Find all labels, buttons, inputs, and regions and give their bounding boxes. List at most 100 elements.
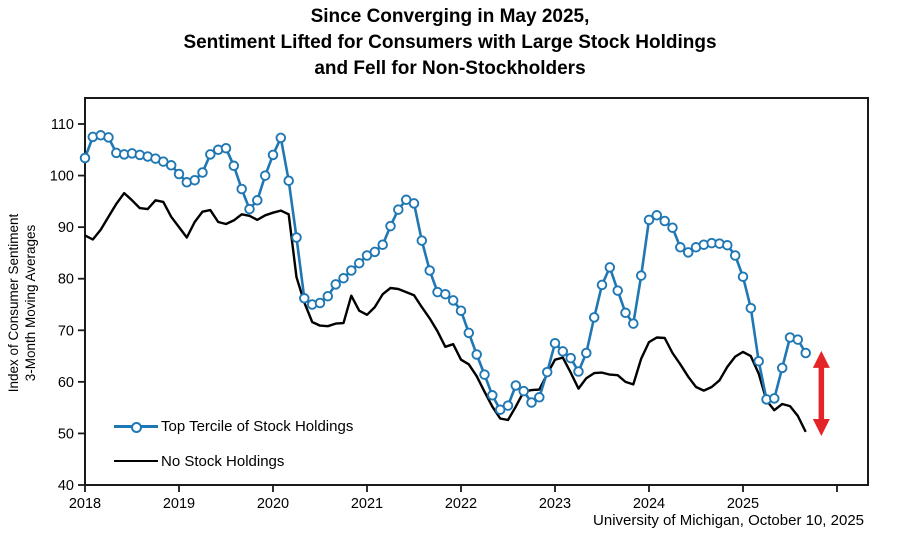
- y-axis-tick-label: 90: [58, 220, 74, 236]
- top-tercile-marker: [283, 175, 294, 186]
- top-tercile-marker: [455, 305, 467, 316]
- top-tercile-marker: [338, 272, 349, 284]
- top-tercile-marker: [440, 288, 451, 300]
- legend-line-top-tercile: [114, 421, 158, 433]
- top-tercile-marker: [659, 215, 670, 227]
- top-tercile-marker: [267, 149, 279, 161]
- top-tercile-marker: [173, 168, 185, 180]
- top-tercile-marker: [494, 404, 506, 415]
- top-tercile-marker: [557, 346, 569, 357]
- top-tercile-marker: [635, 270, 647, 281]
- y-axis-tick-label: 110: [51, 117, 74, 133]
- top-tercile-marker: [346, 265, 357, 276]
- top-tercile-marker: [596, 279, 608, 291]
- top-tercile-marker: [487, 390, 498, 401]
- top-tercile-marker: [353, 257, 365, 269]
- x-axis-tick-label: 2025: [727, 496, 759, 512]
- top-tercile-marker: [581, 347, 592, 359]
- chart-title-line2: Sentiment Lifted for Consumers with Larg…: [183, 32, 717, 53]
- legend-item-top-tercile: Top Tercile of Stock Holdings: [114, 416, 353, 436]
- top-tercile-marker: [424, 265, 435, 276]
- top-tercile-marker: [291, 232, 302, 243]
- top-tercile-marker: [753, 355, 764, 367]
- no-stock-holdings-line: [84, 191, 807, 433]
- top-tercile-marker: [377, 239, 388, 250]
- top-tercile-marker: [165, 160, 177, 171]
- top-tercile-marker: [502, 400, 514, 411]
- top-tercile-marker: [416, 235, 428, 246]
- top-tercile-marker: [103, 132, 114, 143]
- top-tercile-marker: [244, 203, 255, 215]
- top-tercile-marker: [259, 170, 271, 181]
- legend-label-no-stock: No Stock Holdings: [161, 452, 285, 470]
- y-axis-tick-label: 80: [58, 272, 74, 288]
- top-tercile-marker: [228, 160, 240, 172]
- top-tercile-marker: [479, 369, 490, 380]
- plot-frame: [84, 97, 869, 486]
- x-axis-tick-label: 2021: [351, 496, 383, 512]
- y-axis-tick-label: 100: [50, 169, 74, 185]
- top-tercile-marker: [651, 210, 663, 221]
- top-tercile-marker: [471, 349, 482, 360]
- top-tercile-marker: [534, 392, 545, 403]
- y-axis-tick-label: 40: [58, 478, 74, 494]
- chart-title-line1: Since Converging in May 2025,: [310, 6, 590, 27]
- top-tercile-marker: [79, 152, 91, 164]
- top-tercile-marker: [393, 204, 404, 215]
- top-tercile-marker: [385, 220, 396, 232]
- top-tercile-marker: [745, 302, 757, 314]
- top-tercile-marker: [541, 366, 553, 378]
- divergence-arrow-head-down-icon: [812, 419, 830, 437]
- y-axis-tick-label: 70: [58, 323, 74, 339]
- top-tercile-marker: [722, 239, 733, 251]
- top-tercile-marker: [737, 271, 749, 282]
- x-axis-tick-label: 2024: [633, 496, 665, 512]
- top-tercile-marker: [408, 198, 420, 209]
- top-tercile-marker: [322, 290, 334, 302]
- top-tercile-marker: [667, 222, 678, 233]
- top-tercile-marker: [369, 246, 381, 258]
- x-axis-tick-label: 2022: [445, 496, 477, 512]
- chart-title: Since Converging in May 2025, Sentiment …: [0, 4, 900, 82]
- top-tercile-marker: [518, 385, 529, 397]
- x-axis-tick-label: 2023: [539, 496, 571, 512]
- divergence-arrow-head-up-icon: [812, 350, 830, 368]
- y-axis-tick-label: 50: [58, 426, 74, 442]
- top-tercile-marker: [792, 334, 804, 345]
- source-note: University of Michigan, October 10, 2025: [593, 512, 864, 529]
- legend-line-no-stock: [114, 460, 158, 462]
- top-tercile-marker: [447, 295, 459, 306]
- top-tercile-marker: [604, 262, 616, 273]
- top-tercile-marker: [628, 318, 639, 329]
- top-tercile-marker: [526, 397, 537, 408]
- top-tercile-marker: [643, 214, 655, 226]
- top-tercile-marker: [612, 285, 623, 296]
- top-tercile-marker: [675, 242, 686, 253]
- top-tercile-marker: [189, 174, 200, 186]
- top-tercile-marker: [275, 132, 287, 144]
- y-axis-tick-label: 60: [58, 375, 74, 391]
- top-tercile-marker: [573, 366, 584, 377]
- top-tercile-marker: [330, 279, 341, 290]
- top-tercile-marker: [252, 195, 263, 206]
- x-axis-tick-label: 2020: [257, 496, 289, 512]
- top-tercile-marker: [236, 183, 247, 195]
- top-tercile-marker: [220, 142, 232, 154]
- top-tercile-marker: [620, 307, 631, 319]
- legend-label-top-tercile: Top Tercile of Stock Holdings: [161, 417, 354, 435]
- top-tercile-marker: [205, 149, 216, 160]
- chart-title-line3: and Fell for Non-Stockholders: [314, 58, 586, 79]
- top-tercile-marker: [463, 327, 475, 339]
- top-tercile-marker: [299, 293, 310, 304]
- top-tercile-marker: [565, 352, 576, 364]
- top-tercile-marker: [800, 347, 811, 359]
- top-tercile-marker: [776, 362, 788, 374]
- top-tercile-marker: [729, 250, 741, 261]
- top-tercile-marker: [682, 247, 694, 258]
- top-tercile-marker: [549, 337, 561, 349]
- x-axis-tick-label: 2019: [163, 496, 195, 512]
- top-tercile-marker: [769, 393, 780, 404]
- legend-circle-marker-icon: [131, 421, 142, 433]
